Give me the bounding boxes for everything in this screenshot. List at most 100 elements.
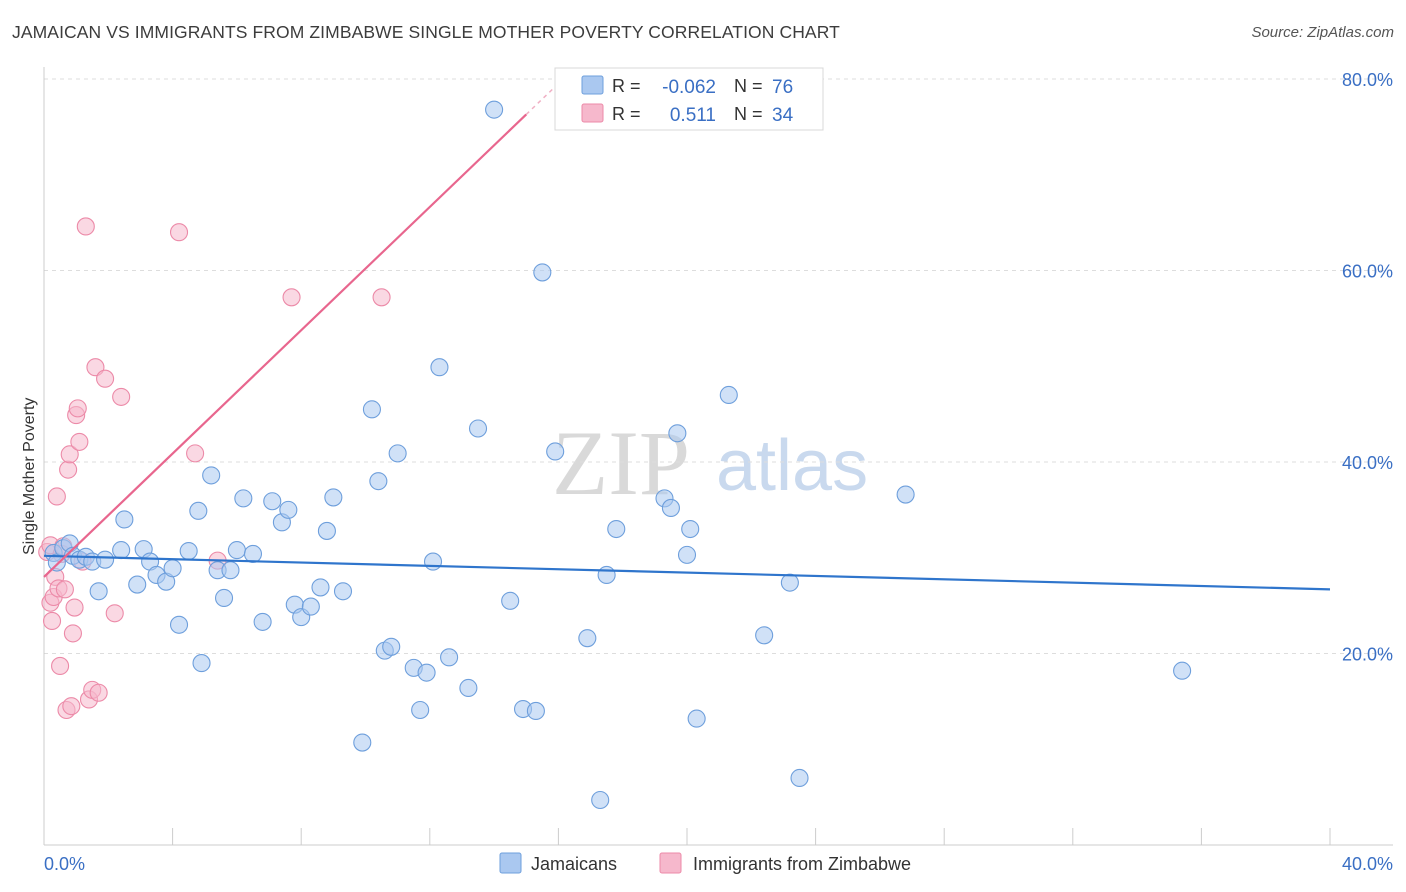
x-tick-label-max: 40.0% (1342, 854, 1393, 874)
legend-bottom-swatch-jamaicans (499, 852, 522, 874)
point-jamaicans (440, 648, 459, 667)
point-jamaicans (607, 519, 626, 539)
point-zimbabwe (63, 624, 82, 643)
legend-r-value-1: -0.062 (662, 77, 716, 98)
point-zimbabwe (105, 604, 124, 623)
y-axis-label: Single Mother Poverty (21, 398, 38, 555)
trend-line-jamaicans (43, 554, 1331, 591)
point-jamaicans (169, 615, 189, 634)
point-zimbabwe (70, 432, 89, 451)
point-jamaicans (253, 612, 272, 631)
point-jamaicans (546, 442, 565, 461)
point-jamaicans (468, 419, 488, 438)
point-jamaicans (317, 521, 336, 540)
trend-line-zimbabwe (43, 113, 528, 578)
point-jamaicans (501, 591, 520, 610)
point-jamaicans (279, 500, 298, 519)
chart-title: JAMAICAN VS IMMIGRANTS FROM ZIMBABWE SIN… (12, 22, 840, 42)
y-tick-labels: 20.0% 40.0% 60.0% 80.0% (1342, 70, 1393, 665)
point-jamaicans (128, 575, 147, 594)
y-tick-label-80: 80.0% (1342, 70, 1393, 90)
point-jamaicans (780, 573, 799, 592)
point-jamaicans (202, 466, 221, 485)
legend-r-label-2: R = (612, 104, 641, 124)
point-jamaicans (234, 489, 253, 508)
point-zimbabwe (65, 598, 84, 617)
legend-bottom-label-jamaicans: Jamaicans (531, 854, 617, 874)
point-jamaicans (526, 701, 545, 721)
legend-r-label-1: R = (612, 76, 641, 96)
point-zimbabwe (112, 387, 131, 406)
point-jamaicans (411, 700, 430, 720)
y-tick-label-40: 40.0% (1342, 453, 1393, 473)
point-jamaicans (89, 582, 108, 601)
axes (43, 67, 1393, 846)
point-jamaicans (221, 561, 240, 580)
legend-bottom-label-zimbabwe: Immigrants from Zimbabwe (693, 854, 911, 874)
point-zimbabwe (51, 656, 70, 675)
point-jamaicans (459, 678, 478, 698)
point-jamaicans (369, 472, 388, 491)
point-jamaicans (324, 488, 343, 507)
point-zimbabwe (42, 611, 62, 630)
point-zimbabwe (76, 217, 95, 236)
point-jamaicans (430, 358, 449, 377)
legend-n-label-1: N = (734, 76, 763, 96)
point-zimbabwe (186, 444, 205, 463)
legend-bottom: Jamaicans Immigrants from Zimbabwe (499, 852, 911, 874)
point-zimbabwe (372, 288, 391, 307)
point-jamaicans (719, 385, 738, 405)
point-zimbabwe (89, 683, 108, 702)
point-zimbabwe (68, 399, 87, 418)
point-jamaicans (192, 654, 211, 673)
x-tick-label-min: 0.0% (44, 854, 85, 874)
point-jamaicans (96, 550, 115, 569)
point-zimbabwe (62, 697, 81, 716)
point-jamaicans (115, 510, 134, 529)
point-jamaicans (591, 790, 610, 810)
point-zimbabwe (282, 288, 301, 307)
point-jamaicans (668, 424, 687, 443)
legend-n-value-2: 34 (772, 105, 794, 126)
point-zimbabwe (59, 460, 78, 479)
point-jamaicans (179, 541, 198, 561)
y-tick-label-60: 60.0% (1342, 262, 1393, 282)
point-jamaicans (417, 663, 436, 682)
point-jamaicans (1173, 661, 1192, 680)
point-zimbabwe (169, 223, 189, 242)
point-jamaicans (333, 582, 353, 601)
legend-n-value-1: 76 (772, 77, 793, 98)
point-zimbabwe (47, 487, 66, 506)
point-zimbabwe (96, 369, 115, 388)
point-jamaicans (578, 629, 597, 648)
legend-n-label-2: N = (734, 104, 763, 124)
point-jamaicans (243, 544, 263, 563)
watermark-atlas: atlas (716, 426, 868, 506)
point-zimbabwe (55, 580, 74, 599)
point-jamaicans (301, 597, 320, 616)
legend-r-value-2: 0.511 (670, 105, 716, 126)
point-jamaicans (112, 541, 131, 560)
point-jamaicans (661, 498, 680, 518)
point-zimbabwe (60, 445, 79, 464)
point-jamaicans (790, 768, 809, 788)
trend-line-zimbabwe-extension (525, 76, 566, 115)
chart-source: Source: ZipAtlas.com (1251, 24, 1394, 41)
point-jamaicans (227, 541, 246, 560)
legend-swatch-zimbabwe (581, 103, 604, 123)
point-jamaicans (214, 588, 234, 608)
grid-lines (44, 78, 1393, 654)
point-jamaicans (362, 400, 381, 419)
point-jamaicans (423, 552, 443, 571)
point-jamaicans (677, 545, 697, 564)
point-jamaicans (163, 559, 182, 578)
point-jamaicans (755, 626, 774, 645)
legend-swatch-jamaicans (581, 75, 604, 95)
point-jamaicans (687, 709, 706, 728)
point-jamaicans (353, 733, 372, 752)
point-jamaicans (485, 100, 504, 119)
point-jamaicans (681, 519, 700, 539)
point-jamaicans (263, 492, 282, 511)
legend-top: R = -0.062 N = 76 R = 0.511 N = 34 (554, 67, 824, 131)
